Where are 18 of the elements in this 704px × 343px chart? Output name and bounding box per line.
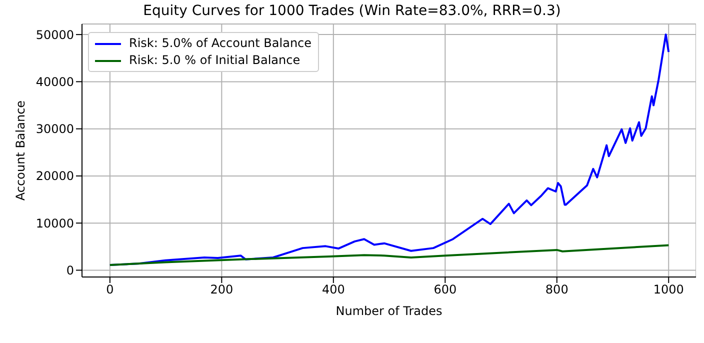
y-axis-title: Account Balance [13, 100, 28, 201]
y-tick-label: 50000 [36, 28, 74, 42]
legend-label: Risk: 5.0% of Account Balance [129, 35, 312, 52]
x-tick-label: 800 [545, 282, 568, 297]
x-tick-label: 1000 [653, 282, 684, 297]
line-series [108, 244, 670, 266]
y-tick-label: 10000 [36, 216, 74, 230]
y-tick-label: 30000 [36, 122, 74, 136]
chart-title: Equity Curves for 1000 Trades (Win Rate=83.0%, RRR=0.3) [142, 2, 562, 21]
y-tick-label: 40000 [36, 74, 74, 89]
y-tick-label: 20000 [36, 169, 74, 184]
legend-label: Risk: 5.0 % of Initial Balance [129, 52, 300, 69]
x-tick-label: 600 [434, 282, 457, 297]
x-tick-label: 0 [106, 282, 114, 297]
x-tick-label: 400 [322, 282, 345, 297]
x-tick-label: 200 [210, 282, 234, 297]
x-axis-title: Number of Trades [336, 304, 442, 318]
y-tick-label: 0 [66, 263, 74, 278]
